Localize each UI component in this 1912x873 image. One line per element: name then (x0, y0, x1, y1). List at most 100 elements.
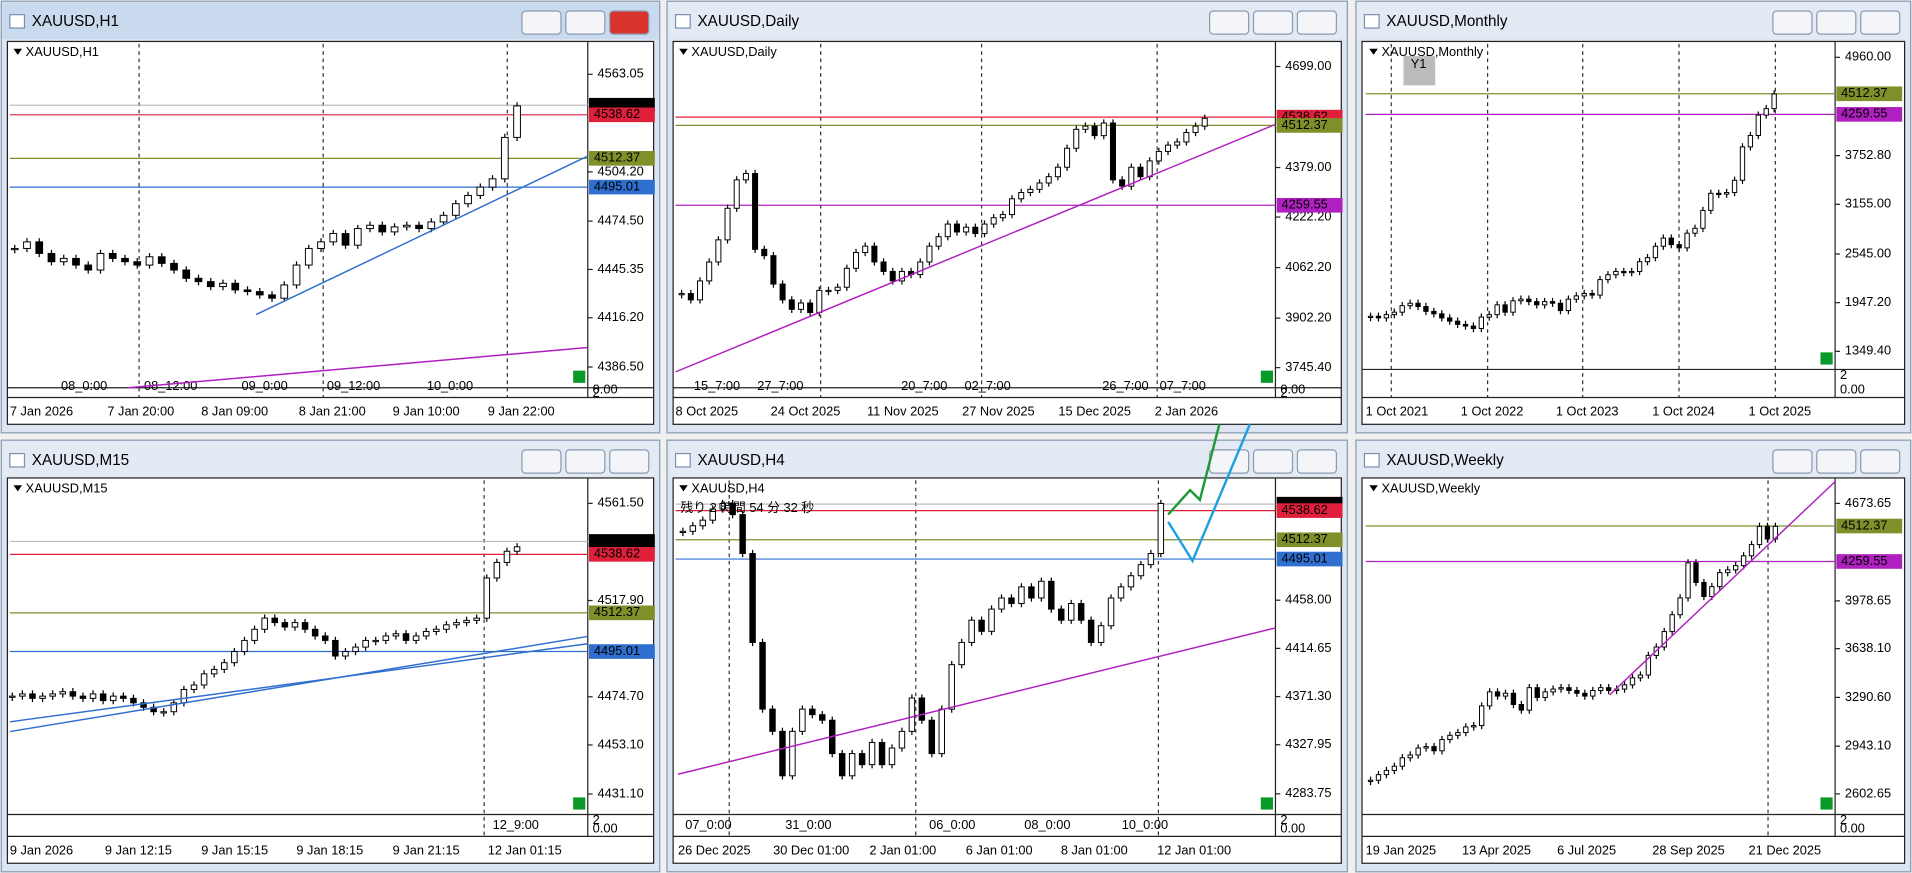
candle-body (1431, 310, 1437, 315)
candle-body (1725, 569, 1731, 574)
minimize-button[interactable] (1208, 449, 1250, 474)
candle-body (108, 252, 117, 259)
price-label: 4538.62 (594, 106, 640, 121)
minimize-button[interactable] (1772, 10, 1813, 35)
candle-body (789, 730, 796, 777)
y-tick-label: 4414.65 (1285, 640, 1331, 655)
maximize-button[interactable] (1816, 449, 1857, 474)
candle-body (838, 753, 846, 777)
candle-body (1137, 166, 1144, 178)
separator-label: 27_7:00 (757, 378, 803, 393)
candle-body (1534, 687, 1540, 698)
candle-body (1589, 292, 1595, 296)
minimize-button[interactable] (1208, 10, 1250, 35)
candle-body (1054, 166, 1061, 178)
price-label-box (588, 605, 655, 621)
close-button[interactable] (1860, 10, 1901, 35)
price-label: 4538.62 (594, 546, 640, 561)
separator-label: 02_7:00 (965, 378, 1011, 393)
candle-body (1478, 316, 1485, 329)
panel-label: XAUUSD,Monthly (1382, 44, 1484, 59)
minimize-button[interactable] (1772, 449, 1813, 474)
candle-body (858, 753, 866, 766)
candle-body (415, 224, 423, 230)
maximize-button[interactable] (1252, 10, 1294, 35)
candle-body (1375, 774, 1382, 781)
close-button[interactable] (609, 10, 650, 35)
candle-body (1764, 525, 1771, 540)
candle-body (761, 248, 768, 257)
candle-body (503, 550, 511, 563)
price-label-box (588, 107, 655, 123)
price-label: 4512.37 (1282, 117, 1328, 132)
candle-body (99, 693, 107, 702)
chart-window: XAUUSD,M15 12_9:00 4561.50 4517.90 4474.70 44… (0, 439, 661, 873)
y-tick-label: 2943.10 (1845, 738, 1891, 753)
separator-label: 08_0:00 (1024, 817, 1070, 832)
candle-body (84, 264, 93, 271)
window-icon (9, 14, 26, 29)
minimize-button[interactable] (521, 449, 562, 474)
separator-label: 07_7:00 (1160, 378, 1206, 393)
candle-body (981, 223, 988, 235)
candle-body (1684, 232, 1690, 249)
window-title: XAUUSD,Daily (698, 13, 800, 30)
close-button[interactable] (1296, 10, 1338, 35)
maximize-button[interactable] (1252, 449, 1294, 474)
separator-label: 15_7:00 (694, 378, 740, 393)
candle-body (1685, 562, 1691, 599)
minimize-button[interactable] (521, 10, 562, 35)
candle-body (1028, 586, 1035, 599)
candle-body (1091, 125, 1098, 137)
candle-body (1463, 726, 1469, 734)
price-label: 4512.37 (594, 150, 640, 165)
separator-label: 12_9:00 (493, 817, 539, 832)
maximize-button[interactable] (1816, 10, 1857, 35)
candle-body (687, 293, 694, 301)
candle-body (1383, 314, 1390, 319)
chart-area (6, 40, 655, 425)
close-button[interactable] (609, 449, 650, 474)
panel-menu-arrow (1369, 48, 1378, 55)
trendline (255, 155, 589, 316)
separator-label: 10_0:00 (1122, 817, 1168, 832)
candle-body (825, 289, 832, 293)
y-tick-label: 4561.50 (598, 495, 644, 510)
candle-body (1701, 581, 1707, 597)
candle-body (341, 233, 350, 246)
candle-body (1502, 304, 1508, 313)
close-button[interactable] (1296, 449, 1338, 474)
window-title: XAUUSD,H4 (698, 452, 786, 469)
y-tick-label: 4517.90 (598, 592, 644, 607)
candle-body (1147, 553, 1155, 566)
candle-body (1732, 565, 1739, 571)
candle-body (439, 214, 448, 223)
maximize-button[interactable] (565, 10, 606, 35)
candle-body (1479, 705, 1485, 727)
y-tick-label: 4416.20 (598, 309, 644, 324)
candle-body (1064, 147, 1071, 168)
window-title: XAUUSD,Weekly (1386, 452, 1504, 469)
candle-body (1109, 122, 1116, 181)
candle-body (917, 261, 924, 276)
candle-body (1183, 131, 1190, 143)
price-label-box (1836, 554, 1903, 569)
y-tick-label: 4379.00 (1285, 159, 1331, 174)
subpanel-tick: 2 (1280, 385, 1287, 400)
candle-body (1107, 597, 1115, 627)
badge-label: Y1 (1411, 56, 1427, 71)
maximize-button[interactable] (565, 449, 606, 474)
x-tick-label: 9 Jan 18:15 (296, 842, 363, 857)
y-tick-label: 4474.70 (598, 688, 644, 703)
candle-body (862, 245, 869, 253)
y-tick-label: 1349.40 (1845, 343, 1891, 358)
candle-body (1009, 198, 1016, 216)
candle-body (1771, 93, 1777, 110)
close-button[interactable] (1860, 449, 1901, 474)
x-tick-label: 12 Jan 01:15 (488, 842, 562, 857)
panel-label: XAUUSD,Weekly (1382, 480, 1481, 495)
candle-body (678, 293, 685, 296)
candle-body (1542, 691, 1548, 698)
candle-body (412, 635, 420, 641)
candle-body (362, 639, 369, 648)
